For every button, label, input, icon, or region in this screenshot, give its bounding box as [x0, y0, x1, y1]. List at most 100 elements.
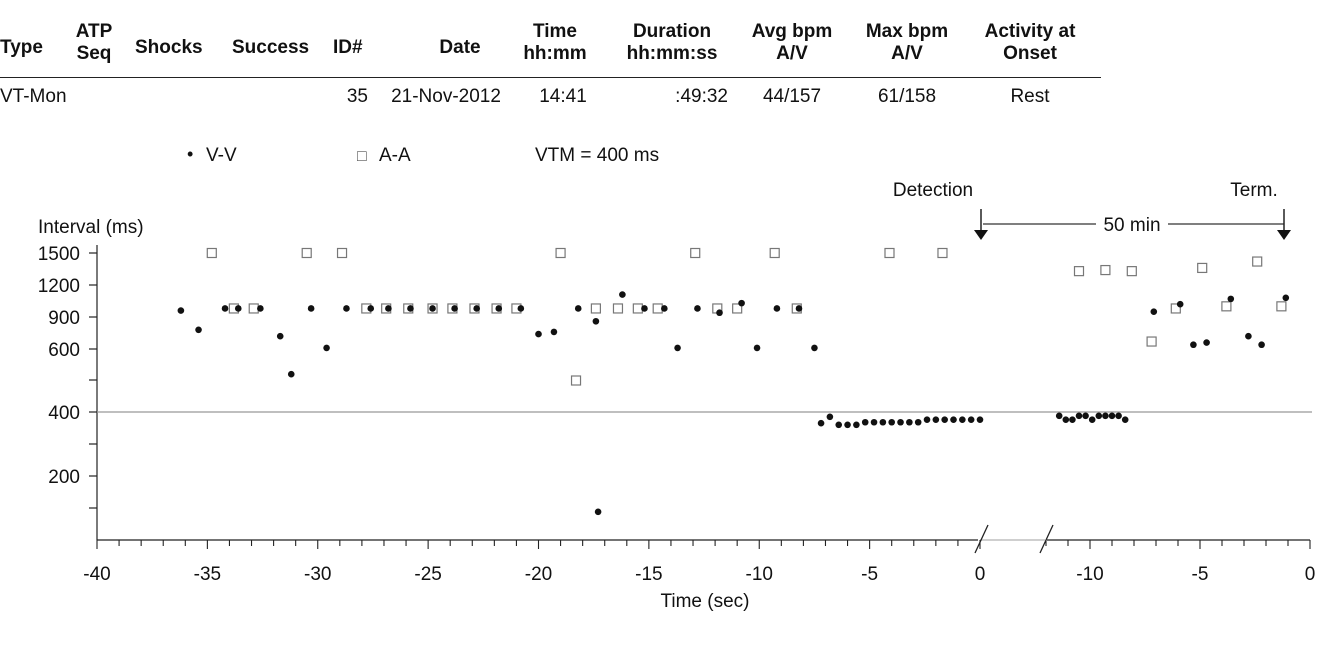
header-avg-line2: A/V [776, 43, 808, 64]
aa-point [336, 247, 348, 259]
cell-date: 21-Nov-2012 [391, 86, 501, 107]
header-duration: Duration hh:mm:ss [612, 21, 732, 65]
aa-point [1146, 336, 1157, 347]
x-tick-label: -10 [746, 564, 773, 585]
header-type: Type [0, 37, 43, 58]
legend-aa-label: A-A [379, 145, 411, 166]
y-tick-label: 600 [48, 340, 80, 361]
vv-point [1075, 412, 1083, 420]
x-tick-label: -30 [304, 564, 331, 585]
header-time-line1: Time [532, 21, 577, 42]
header-max-bpm: Max bpm A/V [855, 21, 959, 65]
y-tick-label: 1200 [38, 276, 80, 297]
vv-point [1282, 294, 1290, 302]
vv-point [1190, 341, 1197, 349]
vv-point [343, 305, 350, 312]
vv-point [473, 305, 480, 312]
vv-point [932, 416, 940, 423]
vv-point [1102, 412, 1109, 420]
vv-point [1227, 295, 1235, 303]
vv-point [619, 291, 626, 298]
header-id: ID# [333, 37, 363, 58]
vv-point [641, 305, 648, 312]
aa-point [732, 303, 743, 314]
vv-point [888, 418, 895, 426]
header-max-line2: A/V [891, 43, 923, 64]
vv-point [897, 418, 904, 426]
header-success: Success [232, 37, 310, 58]
aa-point [590, 303, 601, 314]
header-activity-line2: Onset [1003, 43, 1057, 64]
vv-point [592, 317, 600, 325]
vv-point [870, 418, 878, 426]
y-tick-label: 1500 [38, 244, 80, 265]
aa-point [612, 303, 624, 314]
aa-point [555, 247, 566, 259]
aa-point [1100, 264, 1111, 276]
vv-point [967, 416, 975, 423]
header-avg-bpm: Avg bpm A/V [740, 21, 844, 65]
aa-point [301, 247, 312, 259]
x-tick-label: -10 [1076, 564, 1103, 585]
x-tick-label: -25 [414, 564, 441, 585]
vv-point [906, 418, 913, 426]
vv-point [879, 418, 887, 426]
cell-max-bpm: 61/158 [877, 86, 937, 107]
legend-vv-label: V-V [206, 145, 237, 166]
legend-vv-symbol: • [187, 144, 193, 164]
vv-point [1150, 308, 1158, 315]
axis-break-mark-right [1039, 524, 1054, 554]
detection-label: Detection [893, 180, 973, 201]
y-minor-ticks [89, 379, 97, 509]
vv-point [429, 305, 436, 312]
episode-table: Type ATP Seq Shocks Success ID# Date Tim… [0, 0, 1334, 120]
x-tick-label: -5 [861, 564, 878, 585]
vv-point [959, 416, 966, 423]
cell-duration: :49:32 [675, 86, 728, 107]
header-duration-line1: Duration [632, 21, 712, 42]
header-max-line1: Max bpm [865, 21, 949, 42]
vv-point [835, 421, 843, 429]
vv-point [367, 305, 375, 312]
header-avg-line1: Avg bpm [751, 21, 833, 42]
header-atp-line1: ATP [75, 21, 113, 42]
aa-point [652, 303, 663, 314]
table-header-rule [0, 77, 1101, 78]
vv-point [976, 416, 984, 423]
vv-point [407, 305, 414, 312]
vv-point [811, 344, 818, 352]
vv-point [773, 305, 781, 312]
header-date: Date [439, 37, 481, 58]
data-points [177, 247, 1290, 516]
header-atp-seq: ATP Seq [70, 21, 118, 65]
vv-point [177, 307, 185, 314]
header-time: Time hh:mm [512, 21, 598, 65]
vv-point [323, 344, 330, 352]
vv-point [550, 328, 558, 336]
vtm-label: VTM = 400 ms [535, 145, 659, 166]
vv-point [817, 419, 825, 427]
aa-point [1170, 303, 1181, 314]
aa-point [248, 303, 259, 314]
x-tick-label: -5 [1192, 564, 1209, 585]
aa-point [937, 247, 948, 259]
vv-point [517, 305, 525, 312]
header-duration-line2: hh:mm:ss [626, 43, 718, 64]
y-tick-label: 200 [48, 467, 80, 488]
vv-point [1176, 300, 1184, 308]
vv-point [257, 305, 264, 312]
vv-point [674, 344, 681, 352]
vv-point [1121, 416, 1129, 423]
vv-point [1245, 332, 1252, 340]
x-ticks: -40 -35 -30 -25 -20 -15 -10 -5 0 -10 -5 0 [83, 540, 1315, 585]
vv-point [574, 305, 582, 312]
vv-point [495, 305, 503, 312]
vv-point [1095, 412, 1103, 420]
cell-avg-bpm: 44/157 [762, 86, 822, 107]
gap-label: 50 min [1103, 215, 1160, 236]
cell-type: VT-Mon [0, 86, 67, 107]
x-tick-label: 0 [1305, 564, 1316, 585]
x-tick-label: 0 [975, 564, 986, 585]
vv-point [914, 418, 922, 426]
